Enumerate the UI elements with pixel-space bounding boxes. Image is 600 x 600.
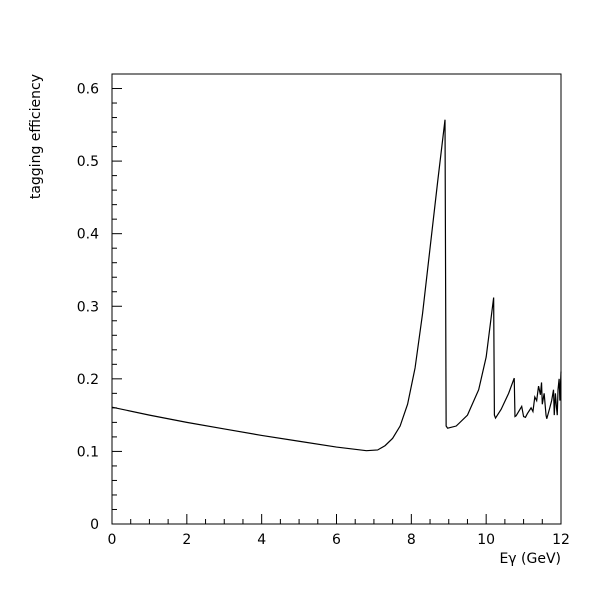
y-axis-title: tagging efficiency	[28, 74, 44, 199]
x-tick-label: 12	[552, 532, 570, 548]
y-tick-label: 0	[90, 517, 99, 533]
x-tick-label: 4	[257, 532, 266, 548]
y-tick-label: 0.3	[77, 299, 99, 315]
x-tick-label: 10	[477, 532, 495, 548]
x-tick-label: 6	[332, 532, 341, 548]
efficiency-curve	[111, 119, 562, 452]
x-tick-label: 8	[407, 532, 416, 548]
x-tick-label: 2	[182, 532, 191, 548]
y-tick-labels: 0 0.1 0.2 0.3 0.4 0.5 0.6	[77, 82, 99, 533]
x-axis-title: Eγ (GeV)	[499, 551, 561, 567]
y-tick-label: 0.2	[77, 372, 99, 388]
y-tick-label: 0.5	[77, 154, 99, 170]
y-tick-label: 0.6	[77, 82, 99, 98]
axis-ticks	[111, 73, 562, 525]
x-tick-labels: 0 2 4 6 8 10 12	[108, 532, 570, 548]
x-tick-label: 0	[108, 532, 117, 548]
y-tick-label: 0.4	[77, 227, 99, 243]
y-tick-label: 0.1	[77, 444, 99, 460]
